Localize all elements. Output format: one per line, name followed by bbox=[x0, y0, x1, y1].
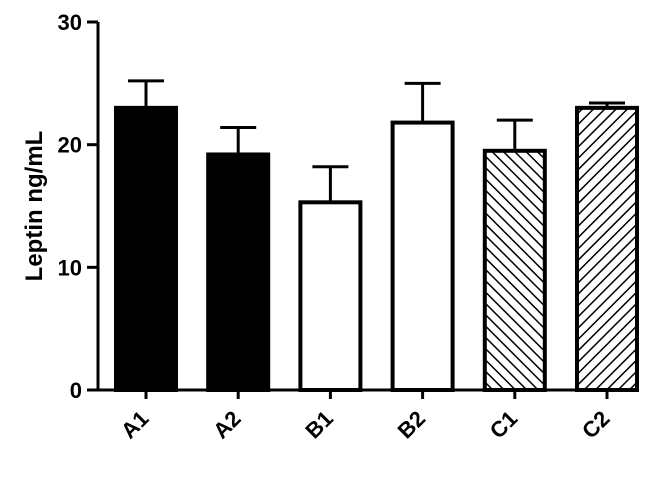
x-tick-label: A2 bbox=[208, 406, 246, 444]
y-tick-label: 0 bbox=[70, 378, 82, 403]
bar-b2 bbox=[390, 120, 455, 392]
y-tick-label: 30 bbox=[58, 10, 82, 35]
y-axis: 0 10 20 30 bbox=[58, 10, 100, 403]
x-tick-label: B2 bbox=[393, 406, 431, 444]
bar-a1 bbox=[114, 105, 178, 392]
x-axis: A1 A2 B1 B2 C1 C2 bbox=[98, 388, 625, 444]
bar-a2 bbox=[206, 152, 271, 392]
x-tick-label: A1 bbox=[116, 406, 154, 444]
x-tick-label: B1 bbox=[300, 406, 338, 444]
y-tick-label: 20 bbox=[58, 133, 82, 158]
y-tick-label: 10 bbox=[58, 255, 82, 280]
bar-c2 bbox=[575, 105, 639, 392]
x-tick-label: C2 bbox=[577, 406, 615, 444]
x-tick-label: C1 bbox=[485, 406, 523, 444]
bar-b1 bbox=[298, 200, 363, 392]
bar-c1 bbox=[482, 148, 547, 392]
bars bbox=[114, 79, 639, 392]
y-axis-title: Leptin ng/mL bbox=[21, 131, 48, 282]
